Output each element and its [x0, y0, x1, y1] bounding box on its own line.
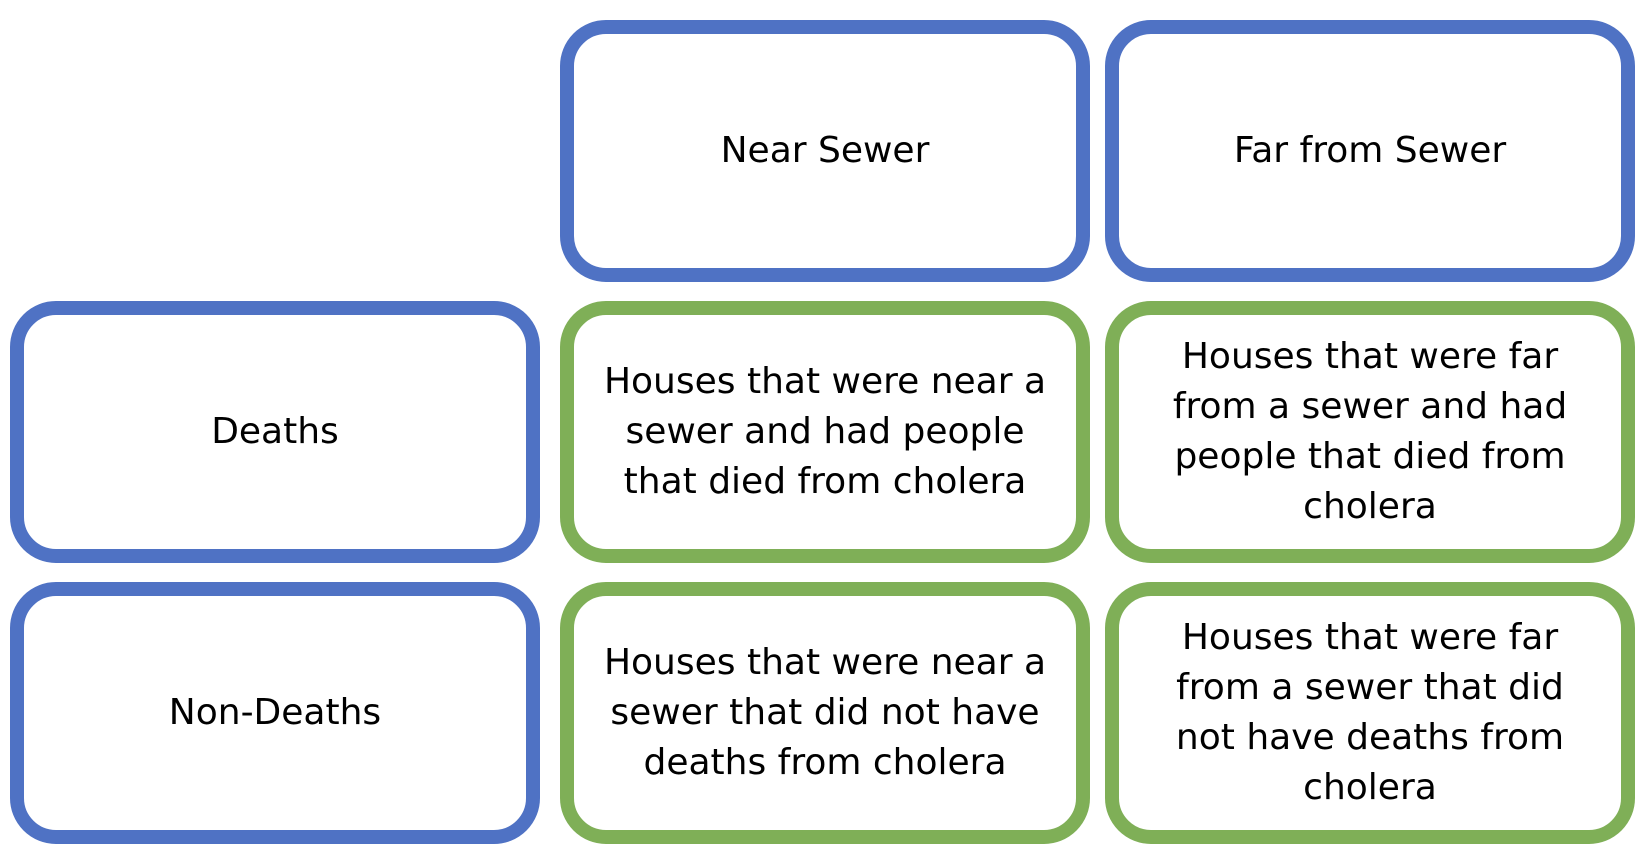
column-header-far-from-sewer: Far from Sewer — [1105, 20, 1635, 282]
cell-non-deaths-near-sewer: Houses that were near a sewer that did n… — [560, 582, 1090, 844]
column-header-near-sewer-label: Near Sewer — [720, 130, 930, 171]
column-header-far-from-sewer-label: Far from Sewer — [1233, 130, 1507, 171]
row-header-non-deaths-label: Non-Deaths — [168, 692, 382, 733]
cell-deaths-far-from-sewer: Houses that were far from a sewer and ha… — [1105, 301, 1635, 563]
cell-deaths-near-sewer-text: Houses that were near a sewer and had pe… — [603, 361, 1047, 502]
column-header-near-sewer: Near Sewer — [560, 20, 1090, 282]
cell-deaths-far-from-sewer-text: Houses that were far from a sewer and ha… — [1172, 336, 1568, 527]
cell-deaths-near-sewer: Houses that were near a sewer and had pe… — [560, 301, 1090, 563]
row-header-deaths-label: Deaths — [211, 411, 339, 452]
cell-non-deaths-far-from-sewer: Houses that were far from a sewer that d… — [1105, 582, 1635, 844]
row-header-non-deaths: Non-Deaths — [10, 582, 540, 844]
cell-non-deaths-far-from-sewer-text: Houses that were far from a sewer that d… — [1175, 617, 1565, 808]
row-header-deaths: Deaths — [10, 301, 540, 563]
cell-non-deaths-near-sewer-text: Houses that were near a sewer that did n… — [603, 642, 1047, 783]
